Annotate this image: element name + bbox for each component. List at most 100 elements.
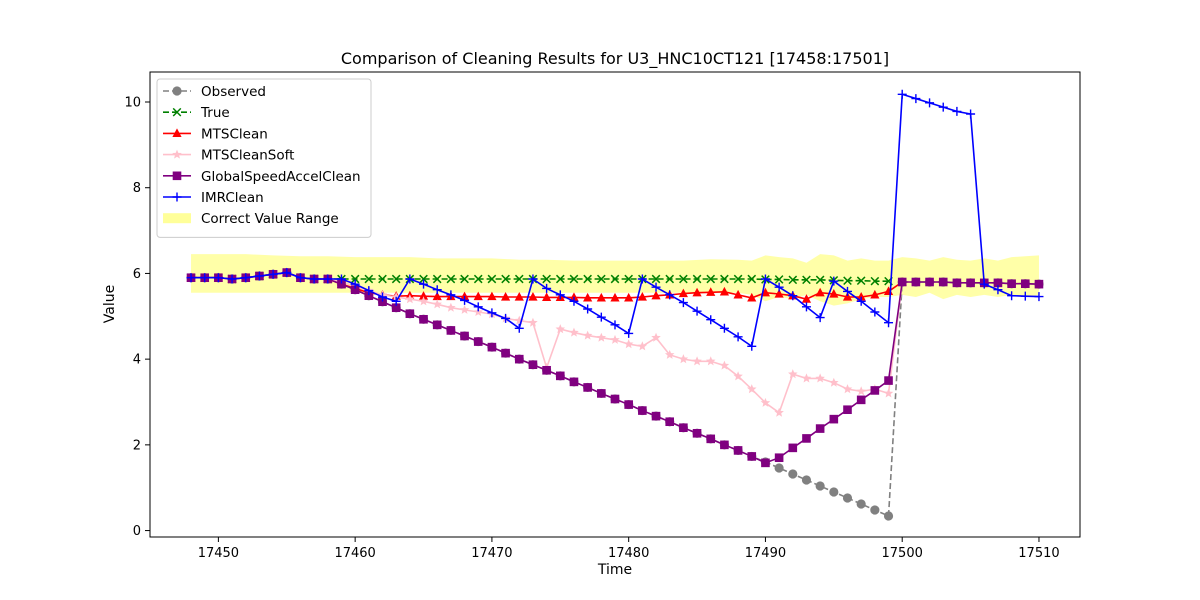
data-point-globalspeedaccelclean <box>473 337 483 346</box>
data-point-mtsclean <box>487 291 497 301</box>
data-point-globalspeedaccelclean <box>610 394 620 404</box>
data-point-globalspeedaccelclean <box>733 446 743 455</box>
data-point-mtscleansoft <box>692 356 702 366</box>
series-layer <box>186 89 1044 521</box>
data-point-true <box>596 274 606 284</box>
data-point-mtsclean <box>747 292 757 302</box>
data-point-globalspeedaccelclean <box>706 434 716 444</box>
data-point-globalspeedaccelclean <box>720 440 729 450</box>
data-point-imrclean <box>323 274 333 284</box>
data-point-imrclean <box>829 276 839 286</box>
data-point-globalspeedaccelclean <box>966 278 975 288</box>
data-point-true <box>473 274 483 284</box>
data-point-observed <box>883 511 894 521</box>
data-point-mtsclean <box>459 291 470 301</box>
data-point-imrclean <box>925 98 935 108</box>
data-point-imrclean <box>760 274 770 284</box>
data-point-globalspeedaccelclean <box>514 354 524 364</box>
data-point-globalspeedaccelclean <box>446 326 456 335</box>
data-point-mtscleansoft <box>719 360 730 370</box>
data-point-true <box>378 274 387 284</box>
data-point-imrclean <box>213 273 223 283</box>
data-point-mtsclean <box>706 287 716 296</box>
data-point-imrclean <box>555 290 565 300</box>
data-point-mtsclean <box>733 289 743 299</box>
x-tick-label: 17480 <box>608 546 649 561</box>
data-point-imrclean <box>295 273 305 283</box>
data-point-imrclean <box>624 328 634 338</box>
data-point-globalspeedaccelclean <box>542 365 551 375</box>
data-point-true <box>788 275 798 285</box>
legend-swatch-marker <box>172 86 182 96</box>
y-tick-label: 8 <box>133 181 141 196</box>
data-point-imrclean <box>651 282 661 292</box>
data-point-imrclean <box>719 323 729 333</box>
legend-entry-observed: Observed <box>163 84 266 100</box>
data-point-globalspeedaccelclean <box>692 428 702 438</box>
data-point-imrclean <box>897 89 907 99</box>
data-point-mtsclean <box>678 288 688 298</box>
data-point-mtscleansoft <box>733 371 743 381</box>
data-point-mtscleansoft <box>883 388 894 398</box>
data-point-mtsclean <box>418 291 429 300</box>
data-point-mtscleansoft <box>418 296 429 306</box>
legend-swatch-marker <box>172 171 182 181</box>
data-point-mtscleansoft <box>473 307 483 317</box>
data-point-mtscleansoft <box>829 377 839 387</box>
y-tick-label: 0 <box>133 524 141 539</box>
legend-label: MTSClean <box>201 126 268 142</box>
data-point-mtscleansoft <box>637 341 648 351</box>
data-point-observed <box>788 469 798 479</box>
data-point-globalspeedaccelclean <box>583 383 592 392</box>
data-point-mtscleansoft <box>747 384 757 394</box>
data-point-true <box>446 274 456 284</box>
data-point-imrclean <box>884 318 894 328</box>
data-point-globalspeedaccelclean <box>364 291 374 301</box>
data-point-imrclean <box>952 106 962 116</box>
x-tick-label: 17450 <box>198 546 239 561</box>
data-point-mtsclean <box>829 289 839 298</box>
data-point-mtsclean <box>528 292 538 301</box>
data-point-mtscleansoft <box>788 369 798 379</box>
data-point-globalspeedaccelclean <box>747 452 757 461</box>
legend-entry-true: True <box>163 105 230 121</box>
data-point-globalspeedaccelclean <box>1020 279 1030 289</box>
data-point-mtsclean <box>637 292 647 301</box>
data-point-globalspeedaccelclean <box>788 443 798 453</box>
y-tick-label: 2 <box>133 438 141 453</box>
legend-swatch-marker <box>172 149 182 159</box>
data-point-true <box>460 274 469 284</box>
data-point-true <box>432 274 442 284</box>
data-point-mtscleansoft <box>842 384 853 394</box>
data-point-imrclean <box>569 296 579 306</box>
data-point-globalspeedaccelclean <box>391 303 401 313</box>
data-point-imrclean <box>446 290 456 300</box>
data-point-true <box>665 274 675 284</box>
data-point-mtscleansoft <box>651 332 661 342</box>
plot-frame <box>149 71 1081 538</box>
data-point-imrclean <box>665 290 675 300</box>
data-point-imrclean <box>843 286 852 296</box>
data-point-globalspeedaccelclean <box>501 348 510 358</box>
data-point-globalspeedaccelclean <box>761 458 770 468</box>
legend-swatch-marker <box>172 128 182 137</box>
data-point-mtscleansoft <box>514 315 525 325</box>
legend-box <box>156 78 372 238</box>
data-point-imrclean <box>501 313 511 323</box>
data-point-true <box>501 274 510 284</box>
data-point-globalspeedaccelclean <box>829 414 839 424</box>
data-point-true <box>856 276 866 286</box>
data-point-mtsclean <box>432 291 442 301</box>
data-point-true <box>569 274 579 284</box>
data-point-globalspeedaccelclean <box>378 297 387 307</box>
data-point-globalspeedaccelclean <box>856 395 866 405</box>
data-point-imrclean <box>801 302 811 312</box>
data-point-globalspeedaccelclean <box>938 277 948 287</box>
data-point-imrclean <box>733 332 743 342</box>
data-point-observed <box>842 493 853 503</box>
y-tick-label: 6 <box>133 267 141 282</box>
data-point-imrclean <box>815 313 825 323</box>
data-point-true <box>542 274 551 284</box>
legend: Observed True MTSClean MTSCleanSoft GlobalSp… <box>156 78 372 238</box>
